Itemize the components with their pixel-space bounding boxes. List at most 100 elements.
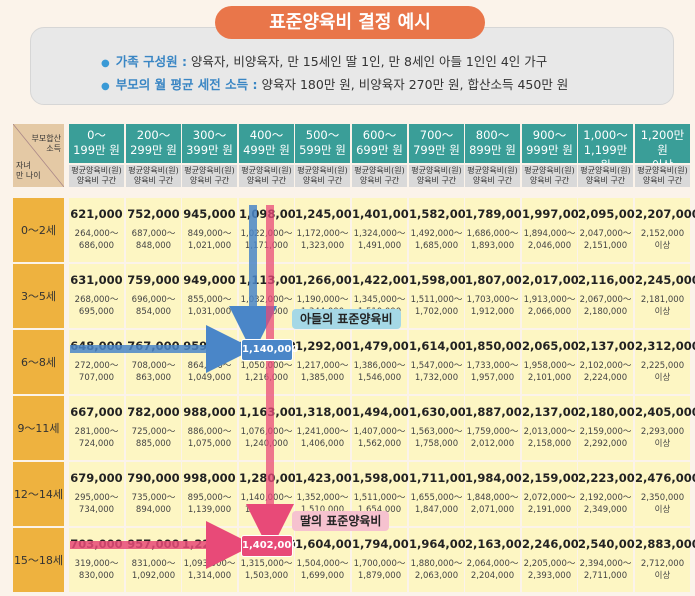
table-cell: 1,598,000 1,511,000～ 1,702,000 xyxy=(409,264,474,328)
support-range: 735,000～ 894,000 xyxy=(131,493,176,515)
average-support: 2,116,000 xyxy=(578,273,643,287)
table-cell: 2,137,000 2,013,000～ 2,158,000 xyxy=(522,396,587,460)
table-cell: 1,964,000 1,880,000～ 2,063,000 xyxy=(409,528,474,592)
support-range: 1,880,000～ 2,063,000 xyxy=(410,559,463,581)
table-cell: 998,000 895,000～ 1,139,000 xyxy=(182,462,237,526)
support-range: 1,315,000～ 1,503,000 xyxy=(240,559,293,581)
average-support: 1,582,000 xyxy=(409,207,474,221)
average-support: 2,476,000 xyxy=(635,471,695,485)
support-range: 2,047,000～ 2,151,000 xyxy=(579,229,632,251)
average-support: 1,794,000 xyxy=(352,537,417,551)
column-header: 800～ 899만 원 xyxy=(465,124,520,163)
support-range: 849,000～ 1,021,000 xyxy=(187,229,232,251)
support-range: 1,241,000～ 1,406,000 xyxy=(296,427,349,449)
average-support: 1,984,000 xyxy=(465,471,530,485)
average-support: 1,630,000 xyxy=(409,405,474,419)
support-range: 886,000～ 1,075,000 xyxy=(187,427,232,449)
table-cell: 2,540,000 2,394,000～ 2,711,000 xyxy=(578,528,643,592)
table-cell: 2,159,000 2,072,000～ 2,191,000 xyxy=(522,462,587,526)
average-support: 1,964,000 xyxy=(409,537,474,551)
support-range: 2,394,000～ 2,711,000 xyxy=(579,559,632,581)
daughter-highlight-value: 1,402,000 xyxy=(241,535,298,557)
corner-diagonal xyxy=(13,124,64,187)
table-cell: 2,065,000 1,958,000～ 2,101,000 xyxy=(522,330,587,394)
average-support: 1,266,000 xyxy=(295,273,360,287)
support-range: 295,000～ 734,000 xyxy=(74,493,119,515)
table-cell: 1,850,000 1,733,000～ 1,957,000 xyxy=(465,330,530,394)
table-cell: 790,000 735,000～ 894,000 xyxy=(126,462,181,526)
column-header: 600～ 699만 원 xyxy=(352,124,407,163)
average-support: 1,422,000 xyxy=(352,273,417,287)
support-range: 855,000～ 1,031,000 xyxy=(187,295,232,317)
average-support: 2,245,000 xyxy=(635,273,695,287)
support-range: 2,712,000 이상 xyxy=(640,559,685,581)
column-subheader: 평균양육비(원) 양육비 구간 xyxy=(578,165,633,187)
average-support: 1,423,000 xyxy=(295,471,360,485)
bullet-icon: ● xyxy=(101,81,110,92)
average-support: 1,997,000 xyxy=(522,207,587,221)
table-cell: 2,883,000 2,712,000 이상 xyxy=(635,528,695,592)
support-range: 319,000～ 830,000 xyxy=(74,559,119,581)
table-cell: 2,017,000 1,913,000～ 2,066,000 xyxy=(522,264,587,328)
average-support: 1,614,000 xyxy=(409,339,474,353)
table-cell: 1,604,000 1,504,000～ 1,699,000 xyxy=(295,528,360,592)
support-range: 281,000～ 724,000 xyxy=(74,427,119,449)
average-support: 621,000 xyxy=(70,207,123,221)
support-range: 1,563,000～ 1,758,000 xyxy=(410,427,463,449)
average-support: 2,246,000 xyxy=(522,537,587,551)
table-cell: 2,246,000 2,205,000～ 2,393,000 xyxy=(522,528,587,592)
table-cell: 2,207,000 2,152,000 이상 xyxy=(635,198,695,262)
table-corner: 부모합산 소득 자녀 만 나이 xyxy=(13,124,64,187)
family-value: 양육자, 비양육자, 만 15세인 딸 1인, 만 8세인 아들 1인인 4인 … xyxy=(190,54,548,69)
column-header: 400～ 499만 원 xyxy=(239,124,294,163)
average-support: 1,479,000 xyxy=(352,339,417,353)
support-range: 2,013,000～ 2,158,000 xyxy=(523,427,576,449)
average-support: 2,540,000 xyxy=(578,537,643,551)
support-range: 268,000～ 695,000 xyxy=(74,295,119,317)
row-header-age: 12～14세 xyxy=(13,462,64,526)
table-cell: 2,312,000 2,225,000 이상 xyxy=(635,330,695,394)
column-subheader: 평균양육비(원) 양육비 구간 xyxy=(182,165,237,187)
table-cell: 945,000 849,000～ 1,021,000 xyxy=(182,198,237,262)
support-range: 2,072,000～ 2,191,000 xyxy=(523,493,576,515)
average-support: 1,401,000 xyxy=(352,207,417,221)
support-range: 1,511,000～ 1,654,000 xyxy=(353,493,406,515)
table-cell: 1,807,000 1,703,000～ 1,912,000 xyxy=(465,264,530,328)
support-range: 2,067,000～ 2,180,000 xyxy=(579,295,632,317)
info-box: ● 가족 구성원 : 양육자, 비양육자, 만 15세인 딸 1인, 만 8세인 … xyxy=(30,27,674,105)
support-range: 1,894,000～ 2,046,000 xyxy=(523,229,576,251)
table-cell: 667,000 281,000～ 724,000 xyxy=(69,396,124,460)
support-range: 272,000～ 707,000 xyxy=(74,361,119,383)
support-range: 1,511,000～ 1,702,000 xyxy=(410,295,463,317)
table-cell: 752,000 687,000～ 848,000 xyxy=(126,198,181,262)
table-cell: 2,137,000 2,102,000～ 2,224,000 xyxy=(578,330,643,394)
table-cell: 1,401,000 1,324,000～ 1,491,000 xyxy=(352,198,417,262)
column-header: 700～ 799만 원 xyxy=(409,124,464,163)
support-range: 687,000～ 848,000 xyxy=(131,229,176,251)
support-range: 1,492,000～ 1,685,000 xyxy=(410,229,463,251)
average-support: 759,000 xyxy=(127,273,180,287)
average-support: 2,207,000 xyxy=(635,207,695,221)
family-key: 가족 구성원 : xyxy=(115,54,187,69)
table-cell: 2,180,000 2,159,000～ 2,292,000 xyxy=(578,396,643,460)
page-title: 표준양육비 결정 예시 xyxy=(215,6,485,39)
son-highlight-value: 1,140,000 xyxy=(241,339,298,361)
table-cell: 1,318,000 1,241,000～ 1,406,000 xyxy=(295,396,360,460)
column-header: 200～ 299만 원 xyxy=(126,124,181,163)
average-support: 2,137,000 xyxy=(578,339,643,353)
bullet-icon: ● xyxy=(101,58,110,69)
column-header: 0～ 199만 원 xyxy=(69,124,124,163)
column-subheader: 평균양육비(원) 양육비 구간 xyxy=(465,165,520,187)
column-subheader: 평균양육비(원) 양육비 구간 xyxy=(239,165,294,187)
table-cell: 1,479,000 1,386,000～ 1,546,000 xyxy=(352,330,417,394)
support-range: 2,205,000～ 2,393,000 xyxy=(523,559,576,581)
daughter-callout: 딸의 표준양육비 xyxy=(292,511,390,531)
average-support: 2,312,000 xyxy=(635,339,695,353)
average-support: 1,711,000 xyxy=(409,471,474,485)
support-range: 708,000～ 863,000 xyxy=(131,361,176,383)
table-cell: 2,095,000 2,047,000～ 2,151,000 xyxy=(578,198,643,262)
support-range: 2,159,000～ 2,292,000 xyxy=(579,427,632,449)
row-header-age: 9～11세 xyxy=(13,396,64,460)
